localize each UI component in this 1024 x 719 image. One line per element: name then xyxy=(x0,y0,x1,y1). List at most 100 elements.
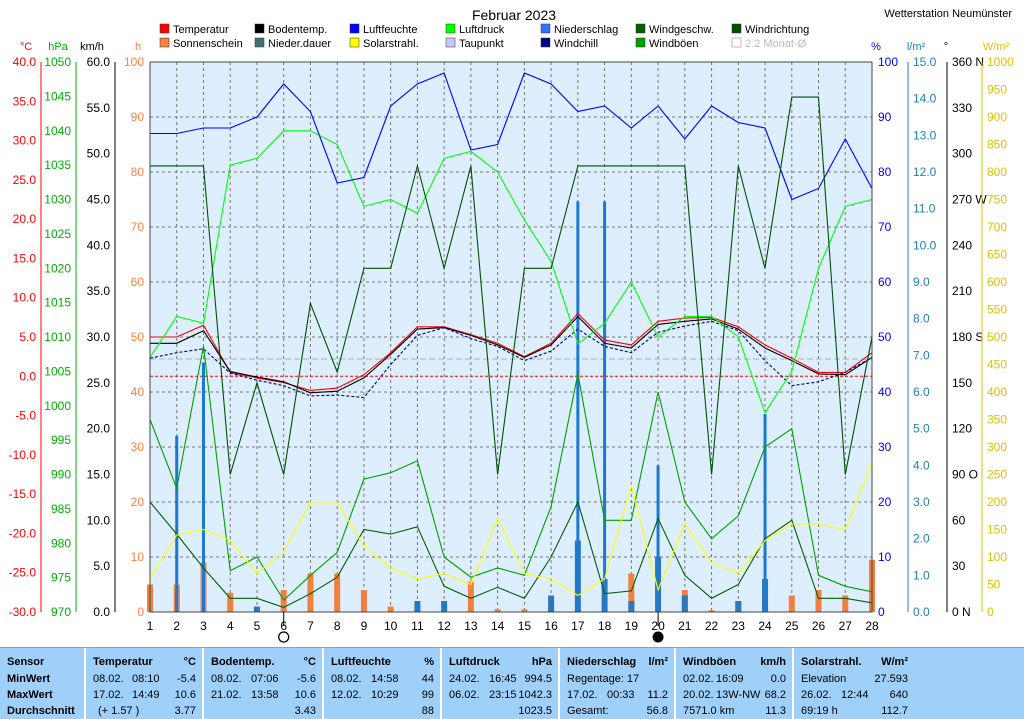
x-tick-label: 25 xyxy=(785,619,799,633)
y-tick-label-solar: 700 xyxy=(987,220,1007,234)
y-tick-label-pressure: 1030 xyxy=(44,193,71,207)
stats-col-windboeen: Windböen km/h 02.02. 16:09 0.0 20.02. 13… xyxy=(676,648,794,719)
stats-col-luftdruck: Luftdruck hPa 24.02. 16:45 994.5 06.02. … xyxy=(442,648,560,719)
legend-swatch xyxy=(254,23,265,34)
y-tick-label-pressure: 1045 xyxy=(44,89,71,103)
y-tick-label-solar: 500 xyxy=(987,330,1007,344)
x-tick-label: 24 xyxy=(758,619,772,633)
stats-time: 07:06 xyxy=(251,673,279,685)
y-tick-label-pressure: 1000 xyxy=(44,399,71,413)
stats-header: Solarstrahl. xyxy=(801,656,862,668)
stats-value: 0.0 xyxy=(770,673,786,685)
y-tick-label-solar: 300 xyxy=(987,440,1007,454)
stats-value: 44 xyxy=(421,673,434,685)
stats-value: 10.6 xyxy=(174,689,196,701)
x-tick-label: 14 xyxy=(491,619,505,633)
y-tick-label-winddir: 330 xyxy=(952,101,972,115)
plot-area xyxy=(147,61,875,613)
sunshine-bar xyxy=(227,592,234,612)
y-tick-label-humidity: 30 xyxy=(878,440,892,454)
sunshine-bar xyxy=(280,590,287,612)
y-tick-label-temp: 40.0 xyxy=(13,55,37,69)
y-tick-label-wind: 5.0 xyxy=(93,559,110,573)
y-tick-label-sun: 20 xyxy=(131,495,145,509)
y-tick-label-pressure: 1035 xyxy=(44,158,71,172)
stats-header: Bodentemp. xyxy=(211,656,275,668)
y-tick-label-rain: 8.0 xyxy=(913,312,930,326)
stats-value: 27.593 xyxy=(874,673,908,685)
y-tick-label-solar: 200 xyxy=(987,495,1007,509)
y-tick-label-temp: -5.0 xyxy=(15,409,36,423)
axis-unit-winddir: ° xyxy=(944,41,948,53)
y-tick-label-rain: 6.0 xyxy=(913,385,930,399)
legend-swatch xyxy=(731,23,742,34)
y-tick-label-wind: 35.0 xyxy=(87,284,111,298)
legend-swatch xyxy=(159,37,170,48)
x-tick-label: 5 xyxy=(254,619,261,633)
stats-date: 08.02. xyxy=(93,673,124,685)
stats-date: 02.02. xyxy=(683,673,714,685)
x-tick-label: 19 xyxy=(625,619,639,633)
y-tick-label-winddir: 240 xyxy=(952,238,972,252)
y-tick-label-wind: 10.0 xyxy=(87,513,111,527)
precipitation-bar xyxy=(549,604,553,612)
stats-col-temperatur: Temperatur °C 08.02. 08:10 -5.4 17.02. 1… xyxy=(86,648,204,719)
y-tick-label-winddir: 60 xyxy=(952,513,966,527)
stats-value: 88 xyxy=(421,705,434,717)
series-line-luftfeuchte xyxy=(150,72,873,201)
precipitation-bar xyxy=(603,201,607,613)
statistics-panel: Sensor MinWert MaxWert Durchschnitt Temp… xyxy=(0,647,1024,719)
stats-distance: 7571.0 km xyxy=(683,705,735,717)
stats-time: 16:45 xyxy=(489,673,517,685)
legend-swatch xyxy=(540,37,551,48)
y-tick-label-winddir: 210 xyxy=(952,284,972,298)
legend-label: Windgeschw. xyxy=(649,24,714,36)
stats-col-solar: Solarstrahl. W/m² Elevation 27.593 26.02… xyxy=(794,648,914,719)
legend-swatch xyxy=(540,23,551,34)
y-tick-label-temp: -15.0 xyxy=(9,487,37,501)
legend-label: Windchill xyxy=(554,38,598,50)
y-tick-label-sun: 50 xyxy=(131,330,145,344)
y-tick-label-pressure: 1040 xyxy=(44,124,71,138)
y-tick-label-wind: 15.0 xyxy=(87,468,111,482)
y-tick-label-solar: 0 xyxy=(987,605,994,619)
stats-value: 1042.3 xyxy=(518,689,552,701)
plot-border xyxy=(149,61,873,613)
x-tick-label: 1 xyxy=(147,619,154,633)
y-tick-label-pressure: 1010 xyxy=(44,330,71,344)
y-tick-label-rain: 1.0 xyxy=(913,568,930,582)
station-name: Wetterstation Neumünster xyxy=(884,8,1012,20)
x-tick-label: 26 xyxy=(812,619,826,633)
y-tick-label-rain: 4.0 xyxy=(913,458,930,472)
axis-unit-humidity: % xyxy=(871,41,881,53)
y-tick-label-wind: 0.0 xyxy=(93,605,110,619)
y-tick-label-rain: 14.0 xyxy=(913,92,937,106)
stats-unit: km/h xyxy=(760,656,786,668)
stats-elevation-label: Elevation xyxy=(801,673,847,685)
stats-time: 10:29 xyxy=(371,689,399,701)
y-tick-label-solar: 100 xyxy=(987,550,1007,564)
stats-unit: l/m² xyxy=(648,656,668,668)
stats-time: 08:10 xyxy=(132,673,160,685)
y-tick-label-solar: 50 xyxy=(987,578,1001,592)
y-tick-label-pressure: 975 xyxy=(51,571,71,585)
y-tick-label-humidity: 100 xyxy=(878,55,898,69)
axis-unit-wind: km/h xyxy=(80,41,104,53)
stats-unit: °C xyxy=(303,656,316,668)
stats-date: 17.02. xyxy=(567,689,598,701)
y-tick-label-humidity: 40 xyxy=(878,385,892,399)
sunshine-bar xyxy=(334,573,341,612)
stats-unit: % xyxy=(424,656,434,668)
y-tick-label-temp: -30.0 xyxy=(9,605,37,619)
stats-date: 24.02. xyxy=(449,673,480,685)
weather-chart: Februar 2023 Wetterstation Neumünster Te… xyxy=(8,7,1015,643)
y-tick-label-winddir: 120 xyxy=(952,422,972,436)
y-tick-label-solar: 550 xyxy=(987,303,1007,317)
legend-swatch xyxy=(254,37,265,48)
y-tick-label-solar: 1000 xyxy=(987,55,1014,69)
stats-header: Luftdruck xyxy=(449,656,500,668)
stats-time: 14:58 xyxy=(371,673,399,685)
stats-time: 00:33 xyxy=(607,689,635,701)
y-tick-label-winddir: 150 xyxy=(952,376,972,390)
stats-header-sensor: Sensor xyxy=(7,656,45,668)
